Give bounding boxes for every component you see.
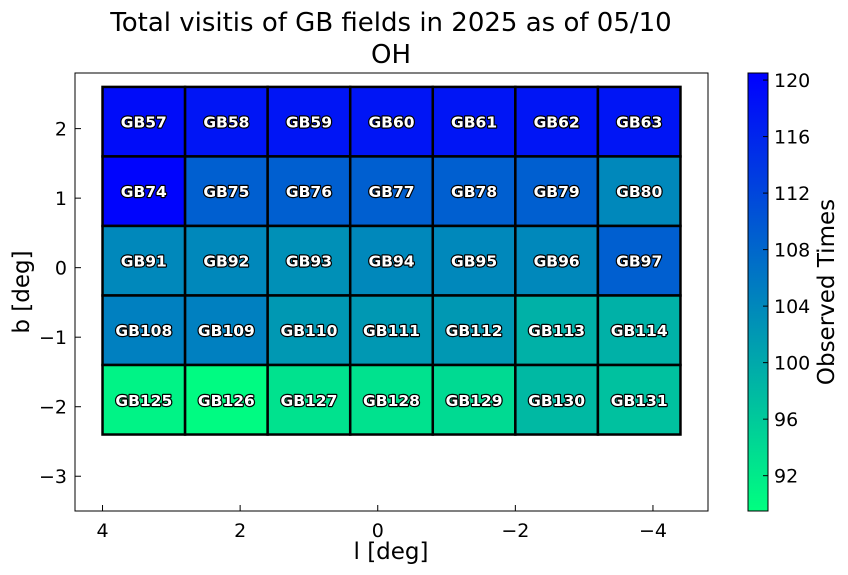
field-label: GB92 xyxy=(203,253,249,271)
heatmap-cell xyxy=(431,294,517,367)
field-label: GB126 xyxy=(198,392,255,410)
heatmap-cell xyxy=(596,363,682,436)
colorbar-tick-label: 120 xyxy=(774,70,810,92)
heatmap-cell xyxy=(596,224,682,297)
field-label: GB109 xyxy=(198,322,255,340)
field-label: GB59 xyxy=(286,114,332,132)
y-tick-label: 0 xyxy=(55,258,67,280)
field-label: GB125 xyxy=(115,392,172,410)
field-label: GB79 xyxy=(534,183,580,201)
chart-title-line2: OH xyxy=(371,40,411,70)
field-label: GB95 xyxy=(451,253,497,271)
field-label: GB93 xyxy=(286,253,332,271)
field-label: GB57 xyxy=(121,114,167,132)
field-label: GB76 xyxy=(286,183,332,201)
heatmap-cell xyxy=(431,85,517,158)
y-tick-label: 1 xyxy=(55,188,67,210)
x-tick-label: 0 xyxy=(372,520,384,542)
field-label: GB77 xyxy=(368,183,414,201)
y-tick-label: −1 xyxy=(39,327,67,349)
field-label: GB91 xyxy=(121,253,167,271)
heatmap-cell xyxy=(183,363,269,436)
field-label: GB63 xyxy=(616,114,662,132)
x-tick-label: 4 xyxy=(96,520,108,542)
field-label: GB112 xyxy=(446,322,503,340)
field-label: GB108 xyxy=(115,322,172,340)
y-tick-label: −3 xyxy=(39,466,67,488)
x-axis-ticks: 4 2 0 −2 −4 xyxy=(96,505,667,542)
colorbar-tick-label: 116 xyxy=(774,127,810,149)
heatmap-cell xyxy=(183,155,269,228)
colorbar-tick-label: 100 xyxy=(774,353,810,375)
colorbar-ticks: 92 96 100 104 108 112 116 120 xyxy=(763,70,810,488)
x-axis-label: l [deg] xyxy=(354,539,429,565)
field-label: GB114 xyxy=(611,322,668,340)
field-label: GB62 xyxy=(534,114,580,132)
field-label: GB129 xyxy=(446,392,503,410)
heatmap-cell xyxy=(431,363,517,436)
colorbar: 92 96 100 104 108 112 116 120 Observed Times xyxy=(747,70,840,512)
field-label: GB131 xyxy=(611,392,668,410)
x-tick-label: 2 xyxy=(234,520,246,542)
colorbar-tick-label: 112 xyxy=(774,183,810,205)
field-label: GB113 xyxy=(528,322,585,340)
colorbar-tick-label: 92 xyxy=(774,466,798,488)
field-label: GB61 xyxy=(451,114,497,132)
heatmap-cell xyxy=(348,155,435,228)
heatmap-cell xyxy=(101,224,187,297)
y-tick-label: −2 xyxy=(39,397,67,419)
y-axis-label: b [deg] xyxy=(9,250,35,333)
x-tick-label: −2 xyxy=(501,520,529,542)
heatmap-cell xyxy=(183,224,269,297)
heatmap-cell xyxy=(348,224,435,297)
field-label: GB128 xyxy=(363,392,420,410)
x-tick-label: −4 xyxy=(639,520,667,542)
field-label: GB96 xyxy=(534,253,580,271)
field-label: GB97 xyxy=(616,253,662,271)
plot-area: GB57 GB58 GB59 GB60 GB61 GB62 GB63 GB74 GB75 GB76… xyxy=(39,72,709,542)
heatmap-cell xyxy=(431,224,517,297)
y-axis-ticks: 2 1 0 −1 −2 −3 xyxy=(39,119,81,488)
field-label: GB74 xyxy=(121,183,167,201)
y-tick-label: 2 xyxy=(55,119,67,141)
colorbar-tick-label: 108 xyxy=(774,240,810,262)
field-label: GB111 xyxy=(363,322,420,340)
colorbar-tick-label: 104 xyxy=(774,296,810,318)
field-label: GB127 xyxy=(280,392,337,410)
field-label: GB110 xyxy=(280,322,337,340)
field-label: GB94 xyxy=(368,253,414,271)
colorbar-label: Observed Times xyxy=(814,199,840,385)
heatmap-cells: GB57 GB58 GB59 GB60 GB61 GB62 GB63 GB74 GB75 GB76… xyxy=(101,85,682,436)
field-label: GB58 xyxy=(203,114,249,132)
field-label: GB80 xyxy=(616,183,662,201)
field-label: GB60 xyxy=(368,114,414,132)
colorbar-tick-label: 96 xyxy=(774,409,798,431)
heatmap-cell xyxy=(596,294,682,367)
field-label: GB75 xyxy=(203,183,249,201)
heatmap-cell xyxy=(596,85,682,158)
heatmap-cell xyxy=(514,155,600,228)
heatmap-cell xyxy=(514,363,600,436)
heatmap-cell xyxy=(101,294,187,367)
field-label: GB78 xyxy=(451,183,497,201)
field-label: GB130 xyxy=(528,392,585,410)
chart-title-line1: Total visitis of GB fields in 2025 as of… xyxy=(109,8,671,38)
colorbar-gradient xyxy=(747,72,769,512)
heatmap-cell xyxy=(514,224,600,297)
